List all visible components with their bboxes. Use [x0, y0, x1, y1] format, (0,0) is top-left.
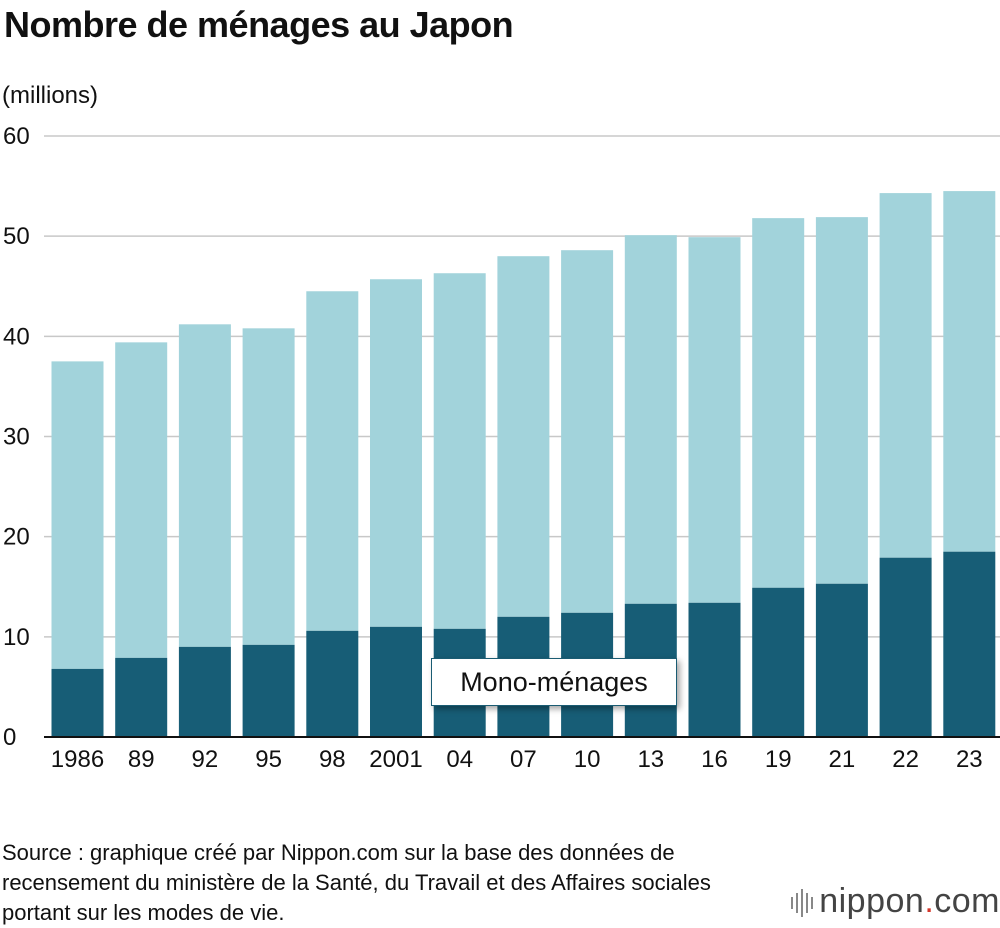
bar-total-89 [115, 342, 168, 658]
bar-total-04 [433, 273, 486, 629]
x-tick-label: 98 [319, 746, 346, 773]
x-tick-label: 2001 [369, 746, 422, 773]
bar-single-16 [688, 602, 741, 737]
bar-single-1986 [51, 668, 104, 737]
bar-total-07 [497, 256, 550, 617]
bar-total-16 [688, 237, 741, 603]
bar-total-95 [242, 328, 295, 645]
bar-total-2001 [370, 279, 422, 627]
y-tick-label: 10 [3, 624, 30, 651]
x-tick-label: 92 [192, 746, 219, 773]
legend-mono-menages: Mono-ménages [431, 658, 677, 706]
bar-single-23 [943, 551, 996, 737]
chart-title: Nombre de ménages au Japon [4, 4, 514, 45]
bar-single-98 [306, 630, 359, 737]
bar-total-19 [752, 218, 805, 588]
x-tick-label: 21 [829, 746, 856, 773]
y-tick-label: 40 [3, 323, 30, 350]
bar-total-98 [306, 291, 359, 631]
bar-total-10 [561, 250, 614, 613]
y-tick-label: 0 [3, 724, 16, 751]
x-tick-label: 10 [574, 746, 601, 773]
nippon-logo: nippon.com [791, 882, 1000, 921]
bar-total-21 [815, 217, 868, 584]
x-tick-label: 23 [956, 746, 983, 773]
x-tick-label: 22 [892, 746, 919, 773]
bar-chart: 0 10 20 30 40 50 60 1986 89 92 95 98 2001 04 07 10 13 16 1… [3, 123, 1000, 773]
y-tick-label: 20 [3, 524, 30, 551]
x-tick-label: 95 [255, 746, 282, 773]
x-tick-label: 1986 [51, 746, 104, 773]
bar-single-92 [178, 646, 231, 737]
bar-single-89 [115, 657, 168, 737]
bar-single-22 [879, 557, 932, 737]
bar-total-13 [624, 235, 677, 604]
logo-bars-icon [791, 888, 814, 917]
y-tick-label: 60 [3, 123, 30, 150]
bar-single-2001 [370, 626, 422, 737]
y-axis-unit-label: (millions) [2, 82, 98, 109]
bar-single-19 [752, 587, 805, 737]
y-tick-label: 50 [3, 223, 30, 250]
bar-total-22 [879, 193, 932, 558]
bar-single-21 [815, 583, 868, 737]
x-tick-label: 19 [765, 746, 792, 773]
bar-total-1986 [51, 361, 104, 669]
bars [51, 191, 996, 737]
x-tick-label: 04 [446, 746, 473, 773]
x-tick-label: 07 [510, 746, 537, 773]
x-tick-label: 16 [701, 746, 728, 773]
source-note: Source : graphique créé par Nippon.com s… [2, 840, 711, 925]
x-tick-label: 89 [128, 746, 155, 773]
x-tick-label: 13 [637, 746, 664, 773]
axis-labels: 0 10 20 30 40 50 60 1986 89 92 95 98 2001 04 07 10 13 16 1… [3, 123, 1000, 773]
y-tick-label: 30 [3, 424, 30, 451]
bar-total-92 [178, 324, 231, 647]
logo-text: nippon.com [819, 882, 1000, 920]
bar-single-95 [242, 644, 295, 737]
bar-total-23 [943, 191, 996, 552]
